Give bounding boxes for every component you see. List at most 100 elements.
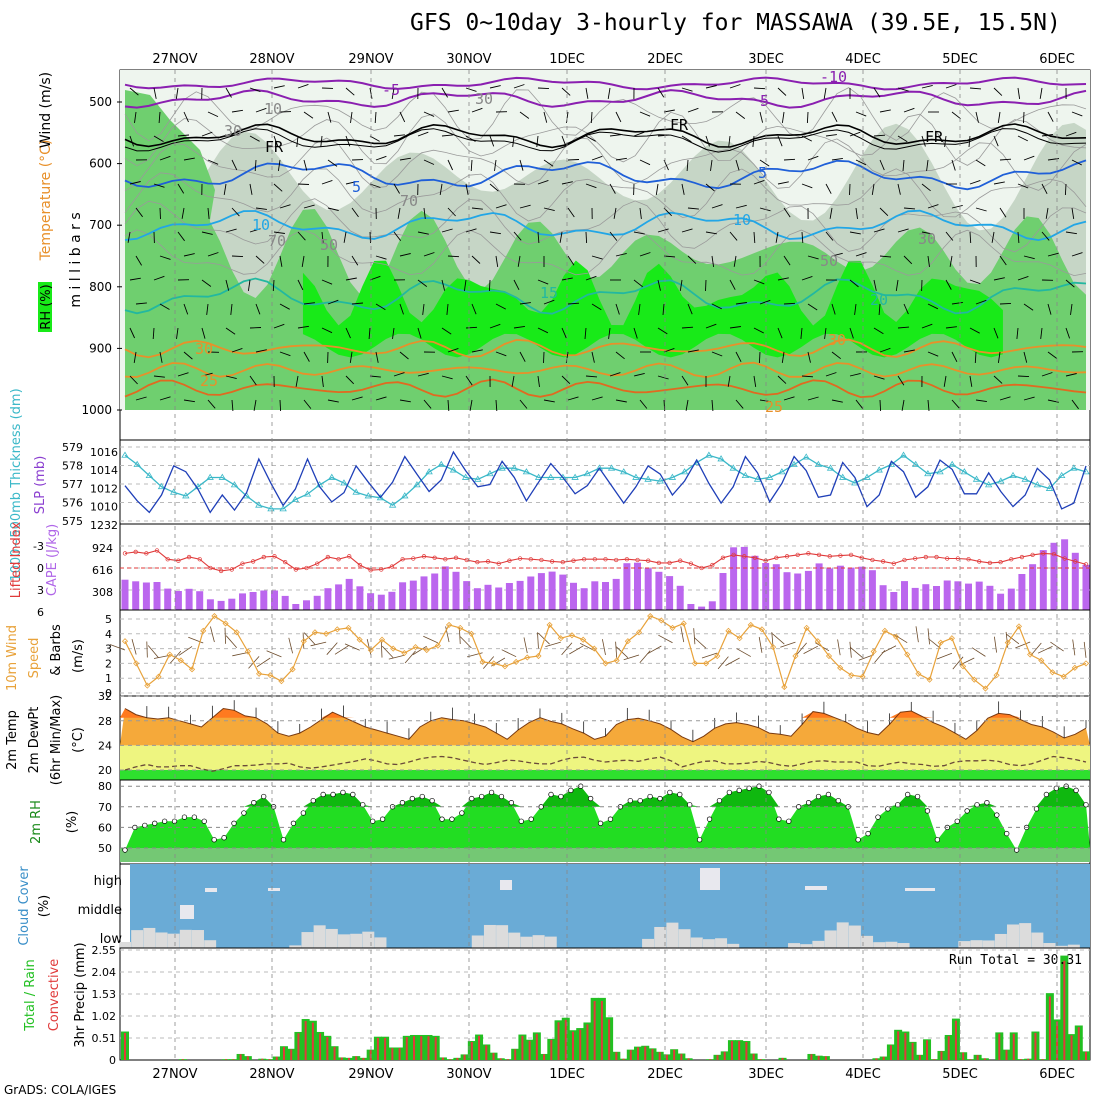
li-marker [913, 556, 918, 561]
wind-barb [879, 159, 885, 171]
ytick-cape: 308 [92, 586, 113, 599]
rh-marker [716, 797, 723, 804]
li-marker [304, 565, 309, 571]
rh-marker [261, 793, 267, 800]
wind-barb-10m [850, 646, 863, 658]
thickness-line-marker [741, 471, 750, 478]
wind-barb [969, 87, 982, 90]
thickness-line-marker [510, 464, 518, 471]
below-20-band [120, 770, 1090, 780]
thickness-line-marker [279, 505, 287, 512]
wind-barb [561, 375, 571, 385]
cape-bar [441, 566, 449, 610]
rh-marker [528, 816, 534, 822]
wind-barb [465, 87, 477, 92]
ytick-precip: 0 [109, 1054, 116, 1067]
wind-barb-10m [131, 638, 137, 655]
wind-barb [895, 279, 899, 291]
ytick-temp: 32 [98, 690, 112, 703]
wind-barb [728, 135, 731, 147]
wind-barb [1040, 327, 1043, 339]
wind-barb [783, 302, 796, 305]
wind-barb [277, 159, 281, 171]
rh-marker [152, 820, 158, 826]
cloud-low [666, 922, 679, 948]
wind-barb [615, 111, 622, 123]
thickness-line-marker [997, 477, 1005, 484]
wind-barb [879, 109, 891, 113]
wind-marker [971, 676, 978, 683]
label-rh2m-unit: (%) [65, 811, 80, 834]
wind-barb [849, 183, 851, 196]
thickness-line-marker [388, 501, 397, 508]
contour-label: FR [265, 138, 284, 156]
wind-barb [945, 84, 957, 89]
ytick-thickness: 578 [62, 460, 83, 473]
wind-barb [543, 399, 555, 403]
wind-barb [417, 231, 429, 235]
wind-barb [1071, 207, 1075, 219]
contour-label: 30 [918, 230, 936, 248]
wind-marker [635, 629, 643, 636]
li-marker [945, 556, 950, 561]
li-marker [581, 557, 587, 562]
slp-thickness-panel: 579 578 577 576 575 1016 1014 1012 1010 1232 [62, 439, 1091, 532]
wind-barb [951, 301, 963, 305]
cape-bar [890, 592, 898, 610]
wind-barb [393, 183, 400, 194]
wind-marker [837, 664, 844, 671]
rh-marker [805, 800, 812, 806]
li-marker [571, 558, 576, 563]
thickness-line-marker [121, 451, 129, 458]
wind-barb [368, 327, 371, 340]
wind-barb-10m [771, 633, 785, 645]
ytick-wind: 4 [105, 628, 112, 641]
thickness-line-marker [1070, 464, 1078, 471]
cloud-background [130, 864, 1090, 948]
precip-conv-bar [290, 1049, 293, 1060]
cloud-low [994, 933, 1007, 948]
ytick-slp: 1014 [90, 464, 118, 477]
wind-barb [135, 207, 143, 218]
precip-conv-bar [492, 1053, 495, 1060]
thickness-line-marker [1009, 471, 1017, 478]
cape-bar [858, 566, 866, 610]
wind-barb [759, 111, 764, 123]
wind-barb-10m [780, 641, 796, 648]
wind-marker [892, 633, 900, 640]
cape-bar [591, 581, 599, 610]
precip-conv-bar [478, 1035, 481, 1060]
rh-marker [211, 837, 217, 843]
rh-marker [885, 806, 891, 812]
wind-barb [993, 181, 1005, 185]
contour-label: 30 [475, 90, 493, 108]
wind-barb-10m [569, 645, 584, 655]
cape-bar [185, 588, 193, 610]
wind-barb [231, 109, 243, 113]
wind-barb [831, 399, 843, 403]
cape-bar [1007, 588, 1015, 610]
wind-barb [974, 351, 977, 364]
cape-bar [740, 546, 748, 610]
li-marker [902, 557, 907, 563]
rh-marker [786, 818, 792, 824]
wind-barb [369, 231, 371, 244]
thickness-line-marker [218, 473, 227, 480]
wind-barb-10m [310, 641, 327, 647]
rh-marker [518, 818, 524, 824]
cloud-low [715, 938, 728, 948]
ytick-rh: 80 [98, 780, 112, 793]
wind-barb [231, 159, 238, 171]
wind-barb [543, 299, 555, 305]
wind-barb [181, 207, 185, 219]
wind-marker [222, 620, 229, 627]
wind-barb [783, 396, 795, 401]
wind-barb [801, 183, 813, 189]
20-24-band [120, 745, 1090, 770]
wind-marker [468, 630, 475, 637]
wind-barb [968, 135, 971, 148]
wind-barb [273, 135, 279, 147]
wind-barb-10m [858, 654, 874, 661]
thickness-line-marker [267, 505, 275, 512]
